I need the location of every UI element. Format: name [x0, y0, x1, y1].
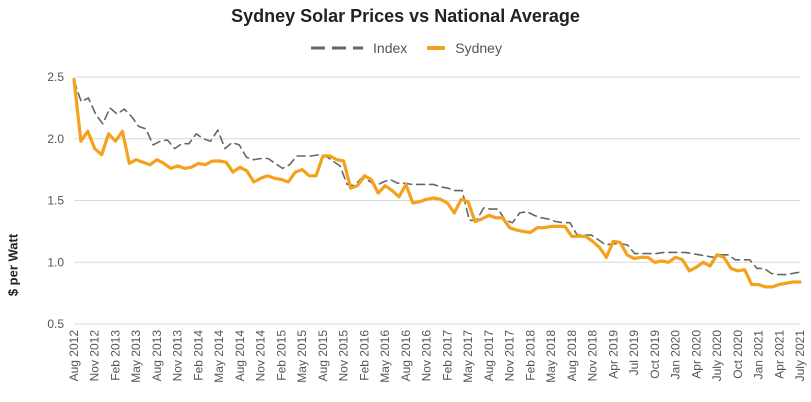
x-tick-label: Oct 2020	[731, 330, 745, 379]
x-tick-label: May 2018	[544, 330, 558, 383]
x-tick-label: July 2021	[793, 330, 807, 382]
grid-layer	[74, 76, 800, 325]
x-tick-label: May 2014	[212, 330, 226, 383]
x-tick-label: Apr 2020	[689, 330, 703, 379]
x-tick-label: Jan 2020	[669, 330, 683, 380]
x-tick-label: May 2013	[129, 330, 143, 383]
x-tick-label: Nov 2017	[503, 330, 517, 382]
y-tick-label: 2.5	[47, 70, 64, 84]
series-line-sydney	[72, 77, 802, 289]
x-tick-label: Aug 2018	[565, 330, 579, 382]
x-tick-label: May 2016	[378, 330, 392, 383]
x-tick-label: May 2015	[295, 330, 309, 383]
x-tick-label: Nov 2018	[586, 330, 600, 382]
series-line-index	[73, 79, 801, 276]
x-tick-label: May 2017	[461, 330, 475, 383]
series-layer	[72, 77, 802, 289]
x-tick-label: Aug 2015	[316, 330, 330, 382]
x-tick-label: Feb 2013	[108, 330, 122, 381]
legend-item-index: Index	[309, 40, 407, 56]
x-tick-label: Feb 2016	[357, 330, 371, 381]
x-tick-label: Feb 2014	[191, 330, 205, 381]
x-tick-label: Aug 2013	[150, 330, 164, 382]
x-tick-layer: Aug 2012 Nov 2012 Feb 2013 May 2013 Aug 2013…	[67, 330, 807, 383]
x-tick-label: Oct 2019	[648, 330, 662, 379]
chart-title: Sydney Solar Prices vs National Average	[231, 6, 580, 26]
legend-label-sydney: Sydney	[455, 40, 502, 56]
y-tick-label: 1.0	[47, 255, 64, 269]
x-tick-label: Nov 2014	[254, 330, 268, 382]
x-tick-label: Feb 2015	[274, 330, 288, 381]
x-tick-label: Jan 2021	[752, 330, 766, 380]
x-tick-label: Jul 2019	[627, 330, 641, 376]
legend-swatch-sydney	[427, 46, 446, 50]
y-tick-label: 0.5	[47, 317, 64, 331]
x-tick-label: Apr 2019	[606, 330, 620, 379]
legend-swatch-index	[311, 46, 364, 50]
x-tick-label: Aug 2014	[233, 330, 247, 382]
y-tick-layer: 2.5 2.0 1.5 1.0 0.5	[47, 70, 64, 331]
x-tick-label: Apr 2021	[772, 330, 786, 379]
x-tick-label: Aug 2017	[482, 330, 496, 382]
x-tick-label: Nov 2012	[88, 330, 102, 382]
x-tick-label: Feb 2017	[440, 330, 454, 381]
x-tick-label: July 2020	[710, 330, 724, 382]
legend-label-index: Index	[373, 40, 408, 56]
x-tick-label: Nov 2016	[420, 330, 434, 382]
x-tick-label: Aug 2012	[67, 330, 81, 382]
x-tick-label: Aug 2016	[399, 330, 413, 382]
x-tick-label: Feb 2018	[523, 330, 537, 381]
y-tick-label: 2.0	[47, 132, 64, 146]
x-tick-label: Nov 2015	[337, 330, 351, 382]
legend-item-sydney: Sydney	[425, 40, 502, 56]
legend: Index Sydney	[0, 40, 811, 56]
x-tick-label: Nov 2013	[171, 330, 185, 382]
y-tick-label: 1.5	[47, 194, 64, 208]
